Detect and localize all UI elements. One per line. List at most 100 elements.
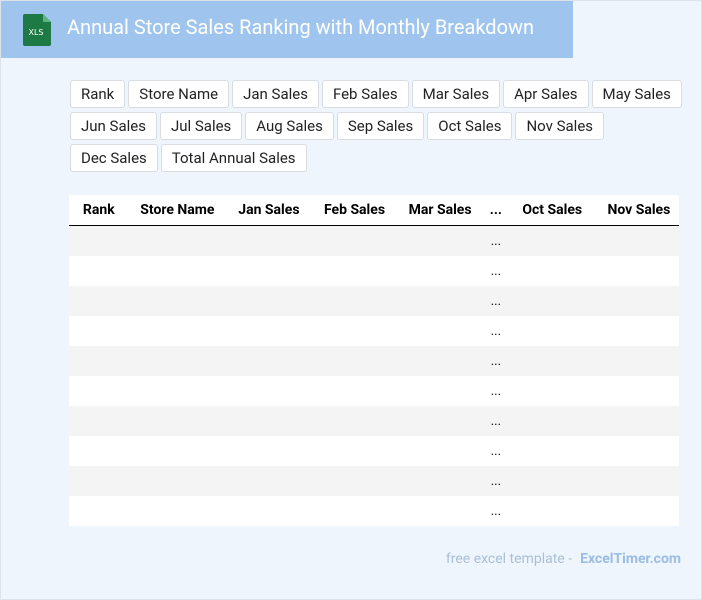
table-cell [312,226,398,257]
column-header: Mar Sales [397,195,483,226]
column-chip[interactable]: Sep Sales [336,112,425,140]
table-cell [596,376,679,406]
table-cell [397,346,483,376]
table-cell: ... [490,233,502,249]
column-header: Oct Sales [508,195,596,226]
column-chip[interactable]: Dec Sales [70,144,158,172]
table-cell [129,316,227,346]
table-cell: ... [490,443,502,459]
table-cell [129,376,227,406]
table-cell [69,316,129,346]
column-chip[interactable]: Feb Sales [321,80,409,108]
table-cell: ... [490,473,502,489]
table-cell [397,406,483,436]
table-cell [509,406,596,436]
column-chip[interactable]: Rank [70,80,126,108]
table-cell [312,346,398,376]
table-wrap: Rank Store Name Jan Sales Feb Sales Mar Sale… [69,195,679,526]
column-header: ... [482,195,509,226]
table-cell [312,406,398,436]
table-row: ... [69,346,679,376]
file-icon: XLS [23,14,51,46]
table-cell [226,466,312,496]
icon-label: XLS [28,28,43,37]
table-cell [312,256,398,286]
table-cell [596,496,679,526]
table-cell: ... [490,353,502,369]
table-cell [596,406,679,436]
table-cell [397,376,483,406]
table-cell [397,496,483,526]
table-cell [397,316,483,346]
table-cell [596,286,679,316]
table-cell [509,286,596,316]
footer-text: free excel template - [445,551,573,567]
column-chip[interactable]: Apr Sales [503,80,589,108]
table-cell [129,226,227,257]
column-chip[interactable]: May Sales [591,80,682,108]
table-cell [226,286,312,316]
table-cell [226,316,312,346]
table-cell [129,406,227,436]
table-row: ... [69,436,679,466]
column-chip[interactable]: Jun Sales [70,112,157,140]
header-row: Rank Store Name Jan Sales Feb Sales Mar Sale… [69,195,679,226]
column-chip[interactable]: Nov Sales [515,112,605,140]
table-cell: ... [490,293,502,309]
column-header: Feb Sales [311,195,398,226]
table-cell [312,286,398,316]
table-row: ... [69,496,679,526]
table-cell [69,406,129,436]
table-cell [596,346,679,376]
table-cell: ... [490,413,502,429]
table-cell [129,256,227,286]
table-cell [509,436,596,466]
column-chip[interactable]: Jan Sales [232,80,319,108]
table-cell [226,436,312,466]
column-chip[interactable]: Oct Sales [427,112,513,140]
table-cell [312,436,398,466]
table-cell: ... [490,263,502,279]
title: Annual Store Sales Ranking with Monthly … [67,15,535,39]
table-row: ... [69,406,679,436]
table-row: ... [69,256,679,286]
table-cell [397,436,483,466]
table-row: ... [69,286,679,316]
data-table: Rank Store Name Jan Sales Feb Sales Mar Sale… [69,195,679,526]
table-cell [69,376,129,406]
table-row: ... [69,376,679,406]
table-cell [397,256,483,286]
table-cell [69,286,129,316]
table-cell [596,436,679,466]
table-cell [312,316,398,346]
table-cell: ... [490,383,502,399]
table-cell [397,226,483,257]
column-header: Jan Sales [226,195,312,226]
table-cell [129,436,227,466]
column-chip[interactable]: Aug Sales [245,112,334,140]
table-cell [596,466,679,496]
table-cell [69,346,129,376]
table-cell [509,316,596,346]
table-cell: ... [490,323,502,339]
footer-brand[interactable]: ExcelTimer.com [580,551,681,567]
table-cell [69,256,129,286]
column-chip[interactable]: Mar Sales [411,80,501,108]
column-chip[interactable]: Total Annual Sales [160,144,307,172]
table-cell [509,346,596,376]
table-cell [226,496,312,526]
table-cell [509,226,596,257]
column-header: Rank [69,195,129,226]
table-cell [312,376,398,406]
table-row: ... [69,225,679,257]
column-chips: Rank Store Name Jan Sales Feb Sales Mar Sale… [70,80,692,172]
column-chip[interactable]: Store Name [128,80,230,108]
table-cell [596,316,679,346]
table-cell [397,466,483,496]
column-chip[interactable]: Jul Sales [159,112,243,140]
table-cell [129,286,227,316]
header-bar: XLS Annual Store Sales Ranking with Mont… [1,1,573,58]
column-header: Store Name [128,195,227,226]
table-row: ... [69,316,679,346]
table-cell [226,406,312,436]
